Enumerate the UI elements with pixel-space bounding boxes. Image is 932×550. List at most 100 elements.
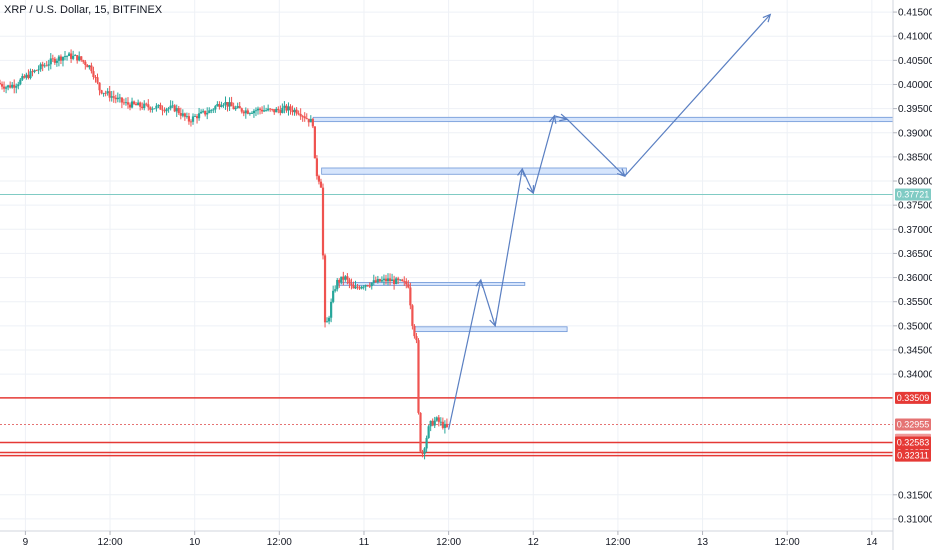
y-tick-label: 0.41000 bbox=[898, 32, 932, 43]
candle-body bbox=[208, 110, 211, 113]
projection-segment[interactable] bbox=[521, 168, 534, 194]
candle-body bbox=[307, 118, 310, 123]
candle-body bbox=[128, 104, 132, 108]
price-badge bbox=[895, 418, 931, 431]
projection-segment[interactable] bbox=[624, 14, 771, 177]
zone-rectangle[interactable] bbox=[312, 116, 894, 123]
candle-body bbox=[13, 84, 16, 88]
horizontal-levels[interactable] bbox=[0, 193, 893, 457]
candle-body bbox=[441, 421, 444, 428]
candle-body bbox=[189, 121, 193, 123]
candle-body bbox=[45, 65, 48, 67]
candle-body bbox=[104, 92, 107, 94]
candle-body bbox=[362, 286, 365, 288]
candle-body bbox=[366, 285, 369, 286]
candle-body bbox=[348, 279, 351, 284]
candle-body bbox=[358, 287, 361, 289]
candle-body bbox=[220, 105, 223, 107]
candle-body bbox=[277, 108, 280, 111]
x-tick-label: 12 bbox=[528, 537, 540, 548]
candle-body bbox=[175, 108, 178, 112]
projection-segment[interactable] bbox=[532, 115, 556, 194]
supply-demand-zones[interactable] bbox=[312, 116, 894, 333]
projection-arrow-path[interactable] bbox=[448, 13, 772, 430]
candle-body bbox=[126, 102, 130, 105]
candlestick-series bbox=[0, 49, 449, 460]
candle-body bbox=[429, 420, 432, 427]
candle-body bbox=[382, 278, 386, 281]
projection-segment[interactable] bbox=[554, 115, 568, 120]
chart-title: XRP / U.S. Dollar, 15, BITFINEX bbox=[4, 4, 163, 16]
candle-body bbox=[137, 102, 140, 106]
candle-body bbox=[269, 108, 272, 110]
time-axis[interactable]: 9 12:00 10 12:00 11 12:00 12 12:00 13 12:00 14 bbox=[23, 531, 878, 548]
candle-body bbox=[74, 55, 77, 56]
candle-body bbox=[145, 103, 148, 105]
price-badge-label: 0.32583 bbox=[897, 438, 930, 448]
candle-body bbox=[216, 104, 219, 107]
candle-body bbox=[368, 285, 371, 287]
candle-body bbox=[70, 53, 73, 59]
candle-body bbox=[301, 116, 304, 118]
price-axis[interactable]: 0.41500 0.41000 0.40500 0.40000 0.39500 0.390… bbox=[893, 8, 932, 526]
candle-body bbox=[250, 113, 254, 114]
x-tick-label: 12:00 bbox=[436, 537, 461, 548]
price-badge bbox=[895, 188, 931, 201]
candle-body bbox=[399, 279, 402, 281]
candle-body bbox=[378, 279, 381, 282]
candle-body bbox=[167, 108, 170, 110]
candle-body bbox=[242, 111, 245, 114]
candle-body bbox=[191, 116, 195, 122]
zone-rectangle[interactable] bbox=[321, 167, 627, 175]
candle-body bbox=[159, 104, 162, 110]
candle-body bbox=[244, 110, 247, 114]
x-tick-label: 9 bbox=[23, 537, 29, 548]
candle-body bbox=[388, 278, 392, 282]
candle-body bbox=[151, 108, 154, 110]
y-tick-label: 0.34500 bbox=[898, 345, 932, 356]
candle-body bbox=[72, 55, 75, 59]
candle-body bbox=[169, 105, 172, 109]
candle-body bbox=[55, 60, 58, 63]
candle-body bbox=[171, 105, 174, 107]
y-tick-label: 0.40000 bbox=[898, 80, 932, 91]
x-tick-label: 12:00 bbox=[775, 537, 800, 548]
candle-body bbox=[63, 56, 67, 57]
candle-body bbox=[195, 116, 199, 119]
candle-body bbox=[311, 118, 314, 127]
y-tick-label: 0.39000 bbox=[898, 128, 932, 139]
candle-body bbox=[9, 85, 12, 88]
candle-body bbox=[376, 279, 379, 283]
projection-segment[interactable] bbox=[494, 168, 523, 326]
candle-body bbox=[390, 279, 394, 282]
projection-segment[interactable] bbox=[480, 279, 496, 327]
candle-body bbox=[395, 278, 398, 285]
candle-body bbox=[80, 56, 83, 61]
candle-body bbox=[309, 118, 312, 123]
zone-rectangle[interactable] bbox=[414, 326, 568, 333]
candle-body bbox=[346, 276, 349, 280]
y-tick-label: 0.41500 bbox=[898, 8, 932, 19]
candle-body bbox=[23, 76, 26, 78]
candle-body bbox=[234, 107, 237, 110]
candle-body bbox=[370, 282, 373, 287]
candle-body bbox=[340, 276, 343, 283]
candle-body bbox=[124, 102, 128, 104]
candle-body bbox=[214, 106, 217, 110]
projection-segment[interactable] bbox=[448, 279, 482, 430]
candle-body bbox=[445, 423, 449, 427]
candle-body bbox=[193, 116, 197, 117]
zone-rectangle[interactable] bbox=[338, 281, 526, 286]
candle-body bbox=[210, 109, 213, 111]
candle-body bbox=[173, 105, 176, 112]
candle-body bbox=[433, 420, 436, 426]
candle-body bbox=[356, 286, 359, 288]
price-badge-label: 0.32955 bbox=[897, 420, 930, 430]
projection-segment[interactable] bbox=[566, 118, 626, 177]
candle-body bbox=[258, 108, 262, 110]
candle-body bbox=[299, 113, 302, 117]
y-tick-label: 0.38000 bbox=[898, 177, 932, 188]
y-tick-label: 0.37000 bbox=[898, 225, 932, 236]
candle-body bbox=[350, 283, 353, 286]
